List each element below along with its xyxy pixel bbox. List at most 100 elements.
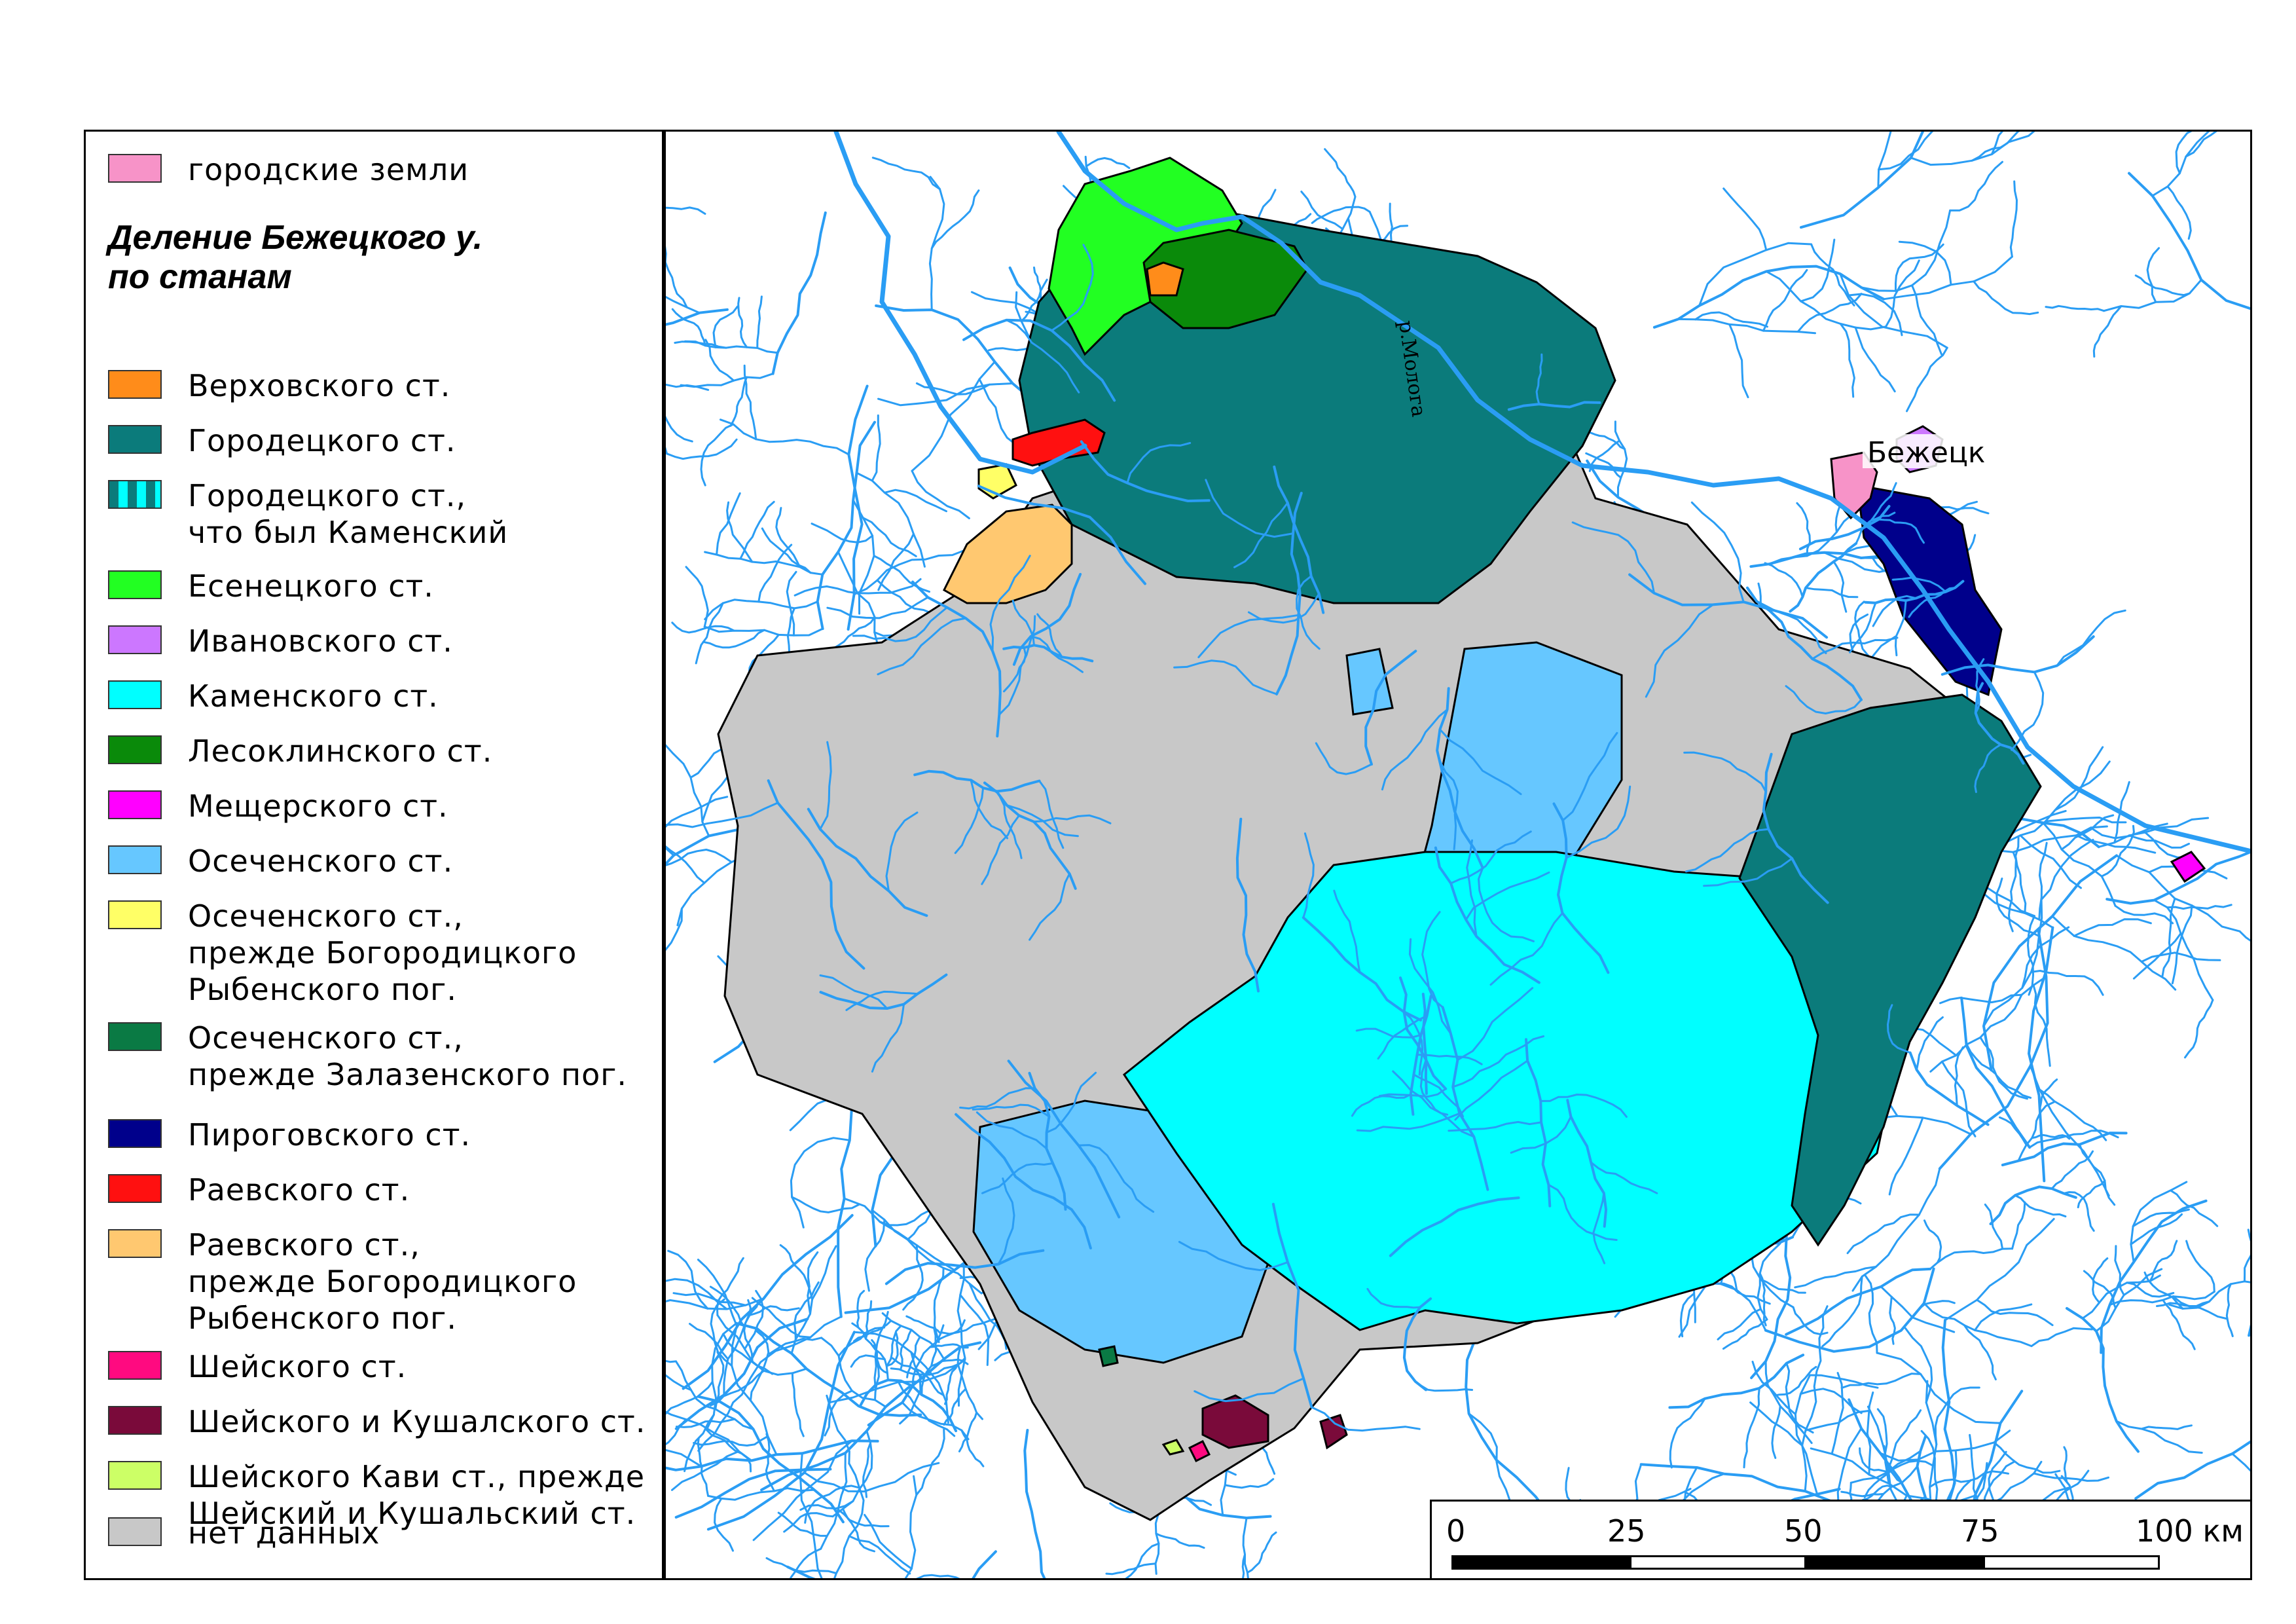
- river-stream: [2083, 1270, 2117, 1309]
- river-stream: [843, 1197, 955, 1270]
- scale-tick-0: 0: [1446, 1513, 1466, 1549]
- river-stream: [1311, 206, 1371, 224]
- legend-swatch: [108, 1517, 162, 1546]
- river-stream: [726, 501, 754, 563]
- river-stream: [871, 414, 881, 482]
- river-stream: [1764, 562, 1804, 599]
- river-stream: [707, 1487, 816, 1501]
- river-stream: [2248, 1324, 2250, 1337]
- river-stream: [1389, 1196, 1520, 1257]
- river-stream: [852, 606, 948, 642]
- river-stream: [666, 1418, 687, 1446]
- scale-segment-2: [1630, 1555, 1806, 1570]
- river-stream: [683, 1414, 715, 1473]
- river-stream: [2126, 1282, 2175, 1298]
- legend-swatch: [108, 790, 162, 819]
- river-stream: [1995, 877, 2040, 938]
- river-stream: [1764, 1360, 1813, 1445]
- river-stream: [671, 308, 706, 347]
- river-stream: [1974, 743, 2002, 793]
- river-stream: [1760, 1278, 1806, 1294]
- river-stream: [666, 796, 729, 828]
- river-stream: [1366, 1287, 1421, 1309]
- river-stream: [786, 570, 797, 637]
- river-stream: [1751, 1360, 1796, 1416]
- river-stream: [666, 802, 779, 828]
- city-label-background: [1863, 434, 1994, 468]
- river-stream: [837, 1326, 886, 1357]
- river-stream: [852, 1320, 892, 1342]
- river-stream: [989, 555, 1031, 652]
- river-stream: [1392, 1070, 1475, 1138]
- legend-label: Осеченского ст.: [188, 843, 454, 879]
- river-stream: [2051, 915, 2177, 991]
- region-lesoklinsky: [1142, 229, 1309, 329]
- river-stream: [2243, 1228, 2250, 1283]
- river-stream: [959, 1087, 1036, 1110]
- river-stream: [811, 523, 874, 544]
- legend-label: Раевского ст., прежде Богородицкого Рыбе…: [188, 1227, 577, 1336]
- river-stream: [1792, 1306, 1829, 1336]
- river-stream: [695, 602, 724, 665]
- river-stream: [2098, 817, 2210, 848]
- river-stream: [1592, 1192, 1606, 1264]
- legend-label: Лесоклинского ст.: [188, 733, 493, 769]
- river-stream: [666, 1449, 702, 1467]
- legend-item: Каменского ст.: [108, 678, 439, 714]
- river-stream: [877, 382, 1014, 407]
- river-stream: [1764, 1267, 1935, 1353]
- river-stream: [957, 1262, 966, 1407]
- river-stream: [1743, 1387, 1760, 1469]
- river-stream: [997, 1177, 1015, 1265]
- legend-item: Городецкого ст.: [108, 422, 456, 459]
- legend-label: Каменского ст.: [188, 678, 439, 714]
- scale-segment-4: [1983, 1555, 2160, 1570]
- river-stream: [1879, 1430, 2011, 1462]
- river-stream: [1908, 1051, 1990, 1126]
- river-stream: [2019, 834, 2082, 889]
- river-stream: [1984, 1204, 2004, 1250]
- river-stream: [709, 1285, 745, 1328]
- legend-item-city-lands: городские земли: [108, 151, 469, 188]
- river-stream: [2001, 1132, 2128, 1167]
- river-stream: [1717, 1308, 1762, 1340]
- river-stream: [2042, 822, 2117, 907]
- river-stream: [828, 1359, 966, 1404]
- river-stream: [666, 438, 738, 460]
- river-stream: [2143, 1271, 2184, 1310]
- river-stream: [1934, 1386, 1980, 1446]
- region-esenetsky: [1048, 157, 1243, 356]
- river-stream: [1036, 613, 1063, 658]
- river-stream: [1080, 440, 1211, 502]
- river-stream: [2238, 930, 2250, 942]
- river-stream: [915, 1428, 945, 1496]
- river-stream: [2168, 1280, 2250, 1310]
- river-stream: [864, 1513, 913, 1570]
- river-stream: [1801, 1370, 1818, 1492]
- river-stream: [799, 1500, 854, 1511]
- river-stream: [1454, 1060, 1529, 1121]
- river-stream: [689, 1323, 729, 1360]
- river-stream: [2114, 1245, 2125, 1297]
- river-stream: [1029, 872, 1071, 941]
- river-stream: [1271, 1202, 1313, 1409]
- river-stream: [1275, 492, 1303, 695]
- legend-swatch: [108, 480, 162, 509]
- river-stream: [1246, 1531, 1277, 1574]
- river-stream: [890, 1357, 966, 1376]
- river-stream: [731, 1325, 778, 1456]
- river-stream: [712, 305, 738, 348]
- river-stream: [1449, 830, 1532, 885]
- scale-tick-100: 100 км: [2136, 1513, 2244, 1549]
- river-stream: [1652, 265, 1886, 329]
- river-stream: [675, 1418, 736, 1428]
- river-stream: [1085, 157, 1131, 170]
- river-stream: [1364, 650, 1417, 766]
- river-stream: [962, 318, 1116, 402]
- river-stream: [704, 551, 824, 576]
- river-network-foreground: [666, 132, 2250, 1469]
- river-stream: [2050, 1150, 2094, 1190]
- river-stream: [1923, 1219, 1942, 1264]
- river-stream: [847, 384, 869, 631]
- river-stream: [2021, 926, 2070, 989]
